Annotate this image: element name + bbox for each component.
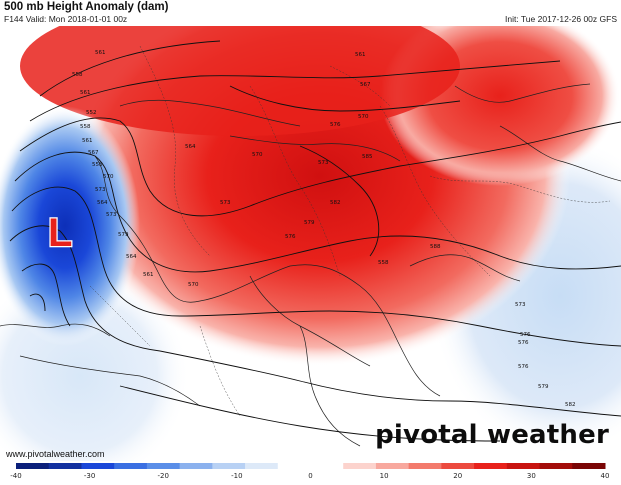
contour-label: 579 (304, 220, 315, 226)
coastlines (0, 83, 621, 447)
colorbar-segment (474, 463, 508, 469)
contour-label: 579 (118, 232, 129, 238)
contour-label: 576 (285, 234, 296, 240)
watermark-logo: pivotal weather (375, 420, 609, 450)
valid-time: F144 Valid: Mon 2018-01-01 00z (4, 14, 128, 24)
contour-label: 576 (330, 122, 341, 128)
contour-label: 552 (86, 110, 97, 116)
colorbar-segment (245, 463, 279, 469)
colorbar-segment (441, 463, 475, 469)
contour-label: 570 (252, 152, 263, 158)
contour-label: 567 (360, 82, 371, 88)
colorbar-segment (212, 463, 246, 469)
contour-label: 570 (103, 174, 114, 180)
contour-label: 561 (355, 52, 366, 58)
colorbar-segment (539, 463, 573, 469)
contour-label: 567 (88, 150, 99, 156)
contour-label: 558 (378, 260, 389, 266)
contour-label: 576 (518, 364, 529, 370)
contour-label: 564 (185, 144, 196, 150)
contour-label: 573 (106, 212, 117, 218)
positive-anomaly-north (20, 26, 460, 136)
negative-anomaly-low (0, 106, 140, 346)
contour-labels: 561 558 561 567 570 561 576 570 573 564 552 558 561 5… (72, 50, 576, 408)
colorbar-tick-label: -30 (84, 472, 95, 480)
colorbar-segment (572, 463, 606, 469)
map-header: 500 mb Height Anomaly (dam) F144 Valid: … (0, 0, 621, 26)
colorbar-tick-label: -20 (158, 472, 169, 480)
colorbar-segment (506, 463, 541, 469)
colorbar-segment (81, 463, 115, 469)
colorbar-tick-label: 10 (380, 472, 389, 480)
contour-label: 561 (143, 272, 154, 278)
contour-label: 582 (330, 200, 341, 206)
contour-label: 564 (97, 200, 108, 206)
country-borders (89, 45, 611, 417)
contour-label: 573 (318, 160, 329, 166)
source-url: www.pivotalweather.com (6, 449, 105, 459)
low-pressure-marker: L (48, 211, 72, 255)
colorbar-tick-label: 0 (308, 472, 312, 480)
contour-label: 588 (430, 244, 441, 250)
height-contours (9, 40, 621, 442)
colorbar-segment (16, 463, 50, 469)
contour-label: 570 (188, 282, 199, 288)
colorbar: -40 -30 -20 -10 0 10 20 30 40 (0, 461, 621, 480)
contour-label: 561 (80, 90, 91, 96)
contour-label: 570 (358, 114, 369, 120)
contour-label: 576 (518, 340, 529, 346)
colorbar-segment (179, 463, 213, 469)
height-anomaly-map: L 56155856156757056157657057356455255856… (0, 26, 621, 461)
contour-label: 561 (95, 50, 106, 56)
colorbar-segment (310, 463, 344, 469)
colorbar-scale: -40 -30 -20 -10 0 10 20 30 40 (10, 463, 610, 480)
contour-label: 573 (515, 302, 526, 308)
contour-label: 573 (220, 200, 231, 206)
colorbar-segment (48, 463, 82, 469)
contour-label: 573 (95, 187, 106, 193)
contour-label: 558 (80, 124, 91, 130)
contour-label: 576 (520, 332, 531, 338)
colorbar-segment (343, 463, 377, 469)
contour-label: 585 (362, 154, 373, 160)
contour-label: 564 (126, 254, 137, 260)
colorbar-segment (408, 463, 442, 469)
contour-label: 579 (538, 384, 549, 390)
colorbar-segment (146, 463, 181, 469)
colorbar-tick-label: 20 (453, 472, 462, 480)
contour-label: 558 (72, 72, 83, 78)
map-title: 500 mb Height Anomaly (dam) (4, 1, 169, 13)
colorbar-segment (114, 463, 148, 469)
init-time: Init: Tue 2017-12-26 00z GFS (505, 14, 617, 24)
contour-label: 561 (82, 138, 93, 144)
colorbar-tick-label: -40 (10, 472, 21, 480)
colorbar-segment (375, 463, 410, 469)
contour-label: 558 (92, 162, 103, 168)
colorbar-tick-label: -10 (231, 472, 242, 480)
colorbar-segment (277, 463, 311, 469)
contour-label: 582 (565, 402, 576, 408)
colorbar-tick-label: 40 (601, 472, 610, 480)
colorbar-tick-label: 30 (527, 472, 536, 480)
